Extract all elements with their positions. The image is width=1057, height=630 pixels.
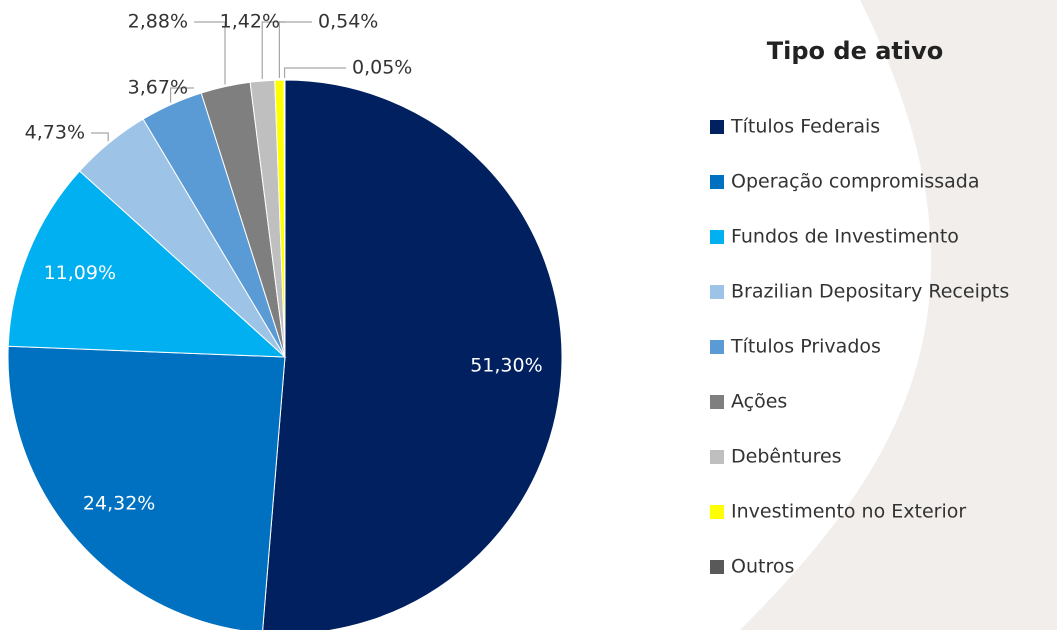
legend-swatch — [710, 395, 724, 409]
legend-label: Brazilian Depositary Receipts — [731, 281, 1009, 303]
data-label: 2,88% — [128, 11, 188, 33]
data-label: 24,32% — [83, 492, 155, 514]
data-label: 51,30% — [470, 355, 542, 377]
legend-label: Títulos Privados — [730, 336, 881, 358]
legend-title: Tipo de ativo — [767, 37, 943, 65]
legend: Títulos Federais Operação compromissada Fu… — [710, 116, 1009, 578]
legend-label: Ações — [731, 391, 787, 413]
legend-label: Títulos Federais — [730, 116, 880, 138]
pie-slice — [7, 170, 287, 358]
legend-swatch — [710, 230, 724, 244]
leader-line — [91, 132, 109, 142]
leader-line — [169, 87, 194, 103]
legend-swatch — [710, 120, 724, 134]
pie-slice — [283, 79, 286, 358]
legend-swatch — [710, 505, 724, 519]
background-shape — [740, 0, 1057, 630]
leader-line — [194, 21, 226, 85]
data-label: 11,09% — [44, 262, 116, 284]
data-label: 1,42% — [220, 11, 280, 33]
leader-line — [261, 21, 286, 79]
leader-line — [283, 67, 346, 79]
legend-swatch — [710, 340, 724, 354]
data-label: 0,54% — [318, 11, 378, 33]
legend-swatch — [710, 560, 724, 574]
data-label: 3,67% — [128, 77, 188, 99]
data-label: 4,73% — [25, 122, 85, 144]
legend-swatch — [710, 175, 724, 189]
legend-label: Operação compromissada — [731, 171, 980, 193]
pie-slice — [7, 345, 286, 630]
leader-line — [278, 21, 312, 79]
legend-swatch — [710, 285, 724, 299]
legend-label: Debêntures — [731, 446, 842, 468]
pie-slice — [262, 79, 563, 630]
pie: 51,30% 24,32% 11,09% 4,73% 3,67% 2,88% 1,42% 0,… — [7, 11, 563, 630]
data-label: 0,05% — [352, 57, 412, 79]
legend-label: Fundos de Investimento — [731, 226, 959, 248]
legend-swatch — [710, 450, 724, 464]
legend-label: Investimento no Exterior — [731, 501, 966, 523]
legend-label: Outros — [731, 556, 794, 578]
